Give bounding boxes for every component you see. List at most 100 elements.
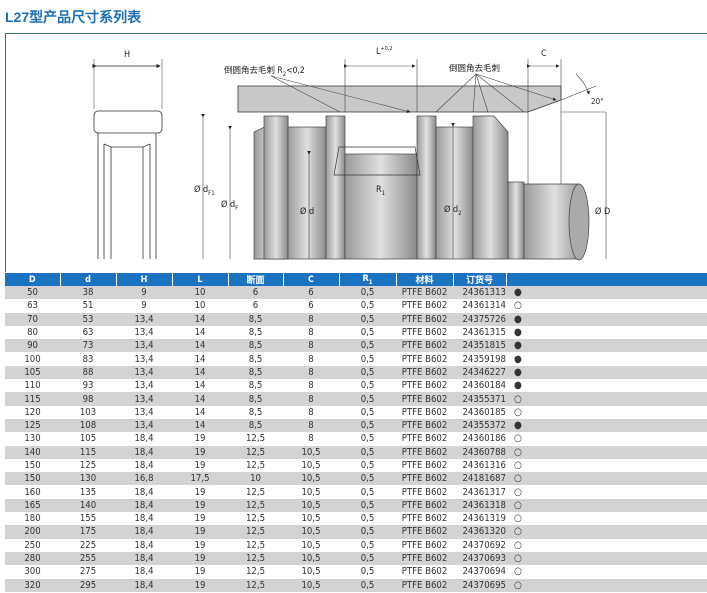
cell-order-no: 24370692 — [462, 539, 507, 551]
cell-L: 19 — [172, 551, 228, 566]
label-H: H — [124, 50, 130, 60]
cell-R1: 0,5 — [360, 327, 375, 339]
cell-section: 12,5 — [228, 445, 283, 459]
cell-d: 105 — [79, 433, 97, 445]
cell-C: 8 — [283, 365, 339, 380]
cell-section: 12,5 — [228, 525, 283, 539]
cell-D: 180 — [24, 513, 41, 525]
cell-R1: 0,5 — [360, 353, 375, 365]
cell-H: 13,4 — [134, 406, 154, 418]
cell-C: 8 — [308, 406, 314, 418]
cell-material: PTFE B602 — [401, 300, 448, 312]
cell-L: 14 — [194, 406, 206, 418]
cell-d: 38 — [60, 286, 116, 300]
cell-D: 130 — [24, 433, 41, 445]
cell-availability: ○ — [514, 300, 522, 312]
cell-availability: ○ — [514, 486, 522, 498]
cell-availability: ○ — [506, 578, 707, 592]
cell-H: 18,4 — [134, 486, 154, 498]
cell-availability: ○ — [506, 525, 707, 539]
table-row: 320 295 18,4 19 12,5 10,5 0,5 PTFE B602 24370695… — [5, 578, 707, 592]
cell-C: 10,5 — [283, 578, 339, 592]
label-dF1: Ø d — [194, 184, 208, 195]
label-dF: Ø d — [221, 199, 235, 210]
cell-order-no: 24361314 — [462, 300, 507, 312]
cell-L: 14 — [172, 418, 228, 433]
cell-section: 12,5 — [245, 513, 266, 525]
label-d: Ø d — [300, 206, 314, 217]
cell-section: 10 — [228, 472, 283, 486]
cell-R1: 0,5 — [360, 513, 375, 525]
cell-L: 19 — [172, 445, 228, 459]
cell-C: 6 — [283, 286, 339, 300]
cell-section: 12,5 — [228, 498, 283, 513]
cell-C: 8 — [308, 353, 314, 365]
cell-H: 9 — [141, 300, 147, 312]
cell-material: PTFE B602 — [401, 327, 448, 339]
cell-H: 18,4 — [116, 498, 172, 513]
cell-d: 53 — [60, 312, 116, 326]
cell-L: 10 — [194, 300, 206, 312]
cell-C: 10,5 — [301, 539, 321, 551]
cell-availability: ○ — [514, 566, 522, 578]
cell-section: 8,5 — [228, 365, 283, 380]
cell-C: 10,5 — [283, 525, 339, 539]
cell-order-no: 24370695 — [453, 578, 506, 592]
cell-section: 12,5 — [228, 551, 283, 566]
cell-availability: ○ — [506, 498, 707, 513]
cell-order-no: 24361316 — [462, 460, 507, 471]
cell-D: 115 — [5, 392, 60, 406]
cell-H: 18,4 — [116, 445, 172, 459]
table-row: 140 115 18,4 19 12,5 10,5 0,5 PTFE B602 24360788… — [5, 445, 707, 459]
table-row: 200 175 18,4 19 12,5 10,5 0,5 PTFE B602 24361320… — [5, 525, 707, 539]
cell-H: 13,4 — [134, 327, 154, 339]
cell-R1: 0,5 — [360, 539, 375, 551]
cell-section: 12,5 — [245, 486, 266, 498]
cell-section: 8,5 — [228, 418, 283, 433]
cell-C: 8 — [283, 312, 339, 326]
table-row: 63 51 9 10 6 6 0,5 PTFE B602 24361314 ○ — [5, 299, 707, 312]
table-row: 90 73 13,4 14 8,5 8 0,5 PTFE B602 24351815 ● — [5, 339, 707, 353]
cell-availability: ● — [506, 339, 707, 353]
header-H: H — [115, 273, 172, 286]
cell-L: 19 — [172, 498, 228, 513]
cell-material: PTFE B602 — [401, 433, 448, 445]
cell-d: 295 — [60, 578, 116, 592]
cell-order-no: 24181687 — [453, 472, 506, 486]
cell-L: 14 — [194, 380, 206, 392]
svg-text:倒圆角去毛刺 R2<0,2: 倒圆角去毛刺 R2<0,2 — [224, 65, 305, 78]
cell-L: 14 — [172, 392, 228, 406]
label-angle: 20° — [591, 97, 604, 106]
cell-availability: ○ — [514, 513, 522, 525]
header-R1: R1 — [338, 273, 396, 286]
cell-R1: 0,5 — [360, 460, 375, 471]
table-row: 180 155 18,4 19 12,5 10,5 0,5 PTFE B602 24361319… — [5, 512, 707, 525]
cell-d: 130 — [60, 472, 116, 486]
cell-R1: 0,5 — [339, 286, 396, 300]
cell-R1: 0,5 — [360, 566, 375, 578]
cell-material: PTFE B602 — [396, 578, 453, 592]
header-d: d — [59, 273, 116, 286]
cell-H: 18,4 — [116, 525, 172, 539]
cell-C: 6 — [308, 300, 314, 312]
table-row: 115 98 13,4 14 8,5 8 0,5 PTFE B602 24355371 ○ — [5, 392, 707, 406]
cell-C: 8 — [283, 392, 339, 406]
table-row: 50 38 9 10 6 6 0,5 PTFE B602 24361313 ● — [5, 286, 707, 300]
cell-R1: 0,5 — [360, 380, 375, 392]
cell-order-no: 24370693 — [453, 551, 506, 566]
cell-order-no: 24361320 — [453, 525, 506, 539]
cell-order-no: 24361317 — [462, 486, 507, 498]
cell-D: 70 — [5, 312, 60, 326]
cell-order-no: 24375726 — [453, 312, 506, 326]
cell-R1: 0,5 — [339, 365, 396, 380]
cell-material: PTFE B602 — [396, 525, 453, 539]
cell-C: 10,5 — [301, 486, 321, 498]
cell-D: 165 — [5, 498, 60, 513]
cell-d: 140 — [60, 498, 116, 513]
cell-H: 18,4 — [134, 539, 154, 551]
cell-H: 18,4 — [134, 513, 154, 525]
label-D: Ø D — [595, 206, 610, 217]
cell-C: 10,5 — [301, 566, 321, 578]
cell-material: PTFE B602 — [401, 539, 448, 551]
cell-d: 103 — [79, 406, 97, 418]
